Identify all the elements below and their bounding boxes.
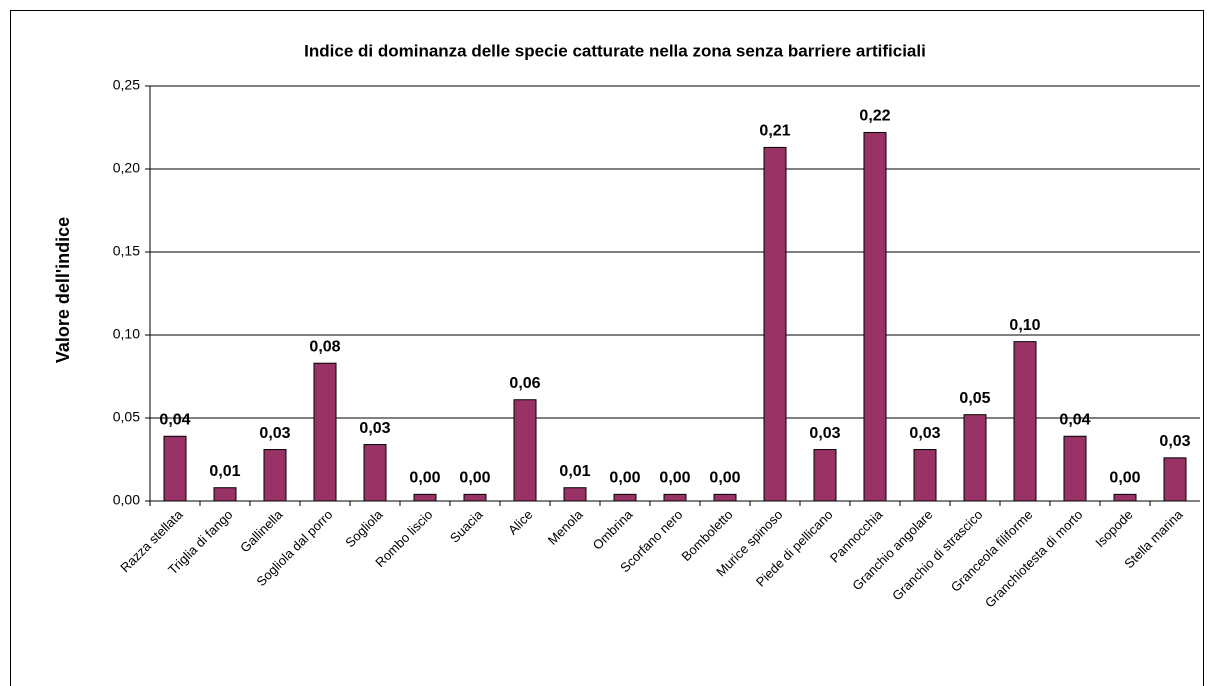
value-label: 0,03: [809, 425, 840, 442]
y-tick-label: 0,10: [113, 326, 140, 342]
bar: [863, 131, 887, 502]
bar: [613, 493, 637, 502]
value-label: 0,00: [709, 470, 740, 487]
bar: [163, 435, 187, 502]
bar: [913, 449, 937, 502]
value-label: 0,05: [959, 390, 990, 407]
value-label: 0,00: [609, 470, 640, 487]
y-tick-label: 0,25: [113, 77, 140, 93]
value-label: 0,01: [209, 463, 240, 480]
y-tick-label: 0,05: [113, 409, 140, 425]
value-label: 0,00: [409, 470, 440, 487]
y-tick-label: 0,15: [113, 243, 140, 259]
value-label: 0,00: [1109, 470, 1140, 487]
value-label: 0,00: [459, 470, 490, 487]
bar: [563, 487, 587, 502]
bar: [663, 493, 687, 502]
bar: [963, 414, 987, 502]
value-label: 0,06: [509, 375, 540, 392]
bar: [813, 449, 837, 502]
value-label: 0,03: [259, 425, 290, 442]
bar: [1113, 493, 1137, 502]
bar: [413, 493, 437, 502]
chart-title: Indice di dominanza delle specie cattura…: [304, 41, 926, 60]
value-label: 0,03: [909, 425, 940, 442]
bar: [1013, 341, 1037, 502]
y-tick-label: 0,20: [113, 160, 140, 176]
bar: [463, 493, 487, 502]
y-axis-label: Valore dell'indice: [53, 217, 73, 363]
bar: [313, 362, 337, 502]
bar: [1063, 435, 1087, 502]
chart-border: [10, 10, 1204, 686]
value-label: 0,03: [359, 420, 390, 437]
value-label: 0,22: [859, 108, 890, 125]
bar: [513, 399, 537, 502]
value-label: 0,10: [1009, 317, 1040, 334]
bar: [763, 146, 787, 502]
value-label: 0,01: [559, 463, 590, 480]
value-label: 0,00: [659, 470, 690, 487]
bar: [363, 444, 387, 502]
bar: [713, 493, 737, 502]
bar: [213, 487, 237, 502]
value-label: 0,04: [159, 411, 190, 428]
value-label: 0,04: [1059, 411, 1090, 428]
value-label: 0,21: [759, 123, 790, 140]
value-label: 0,08: [309, 338, 340, 355]
bar: [263, 449, 287, 502]
y-tick-label: 0,00: [113, 492, 140, 508]
value-label: 0,03: [1159, 433, 1190, 450]
bar: [1163, 457, 1187, 502]
